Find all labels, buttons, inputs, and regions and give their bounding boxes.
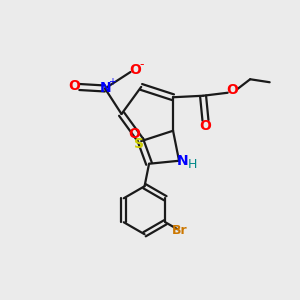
- Text: H: H: [188, 158, 197, 171]
- Text: S: S: [134, 136, 144, 151]
- Text: -: -: [139, 58, 144, 71]
- Text: O: O: [200, 119, 211, 133]
- Text: N: N: [100, 82, 111, 95]
- Text: N: N: [177, 154, 188, 168]
- Text: +: +: [109, 77, 116, 87]
- Text: O: O: [129, 127, 141, 141]
- Text: O: O: [129, 63, 141, 76]
- Text: O: O: [226, 83, 238, 97]
- Text: Br: Br: [172, 224, 188, 237]
- Text: O: O: [68, 80, 80, 93]
